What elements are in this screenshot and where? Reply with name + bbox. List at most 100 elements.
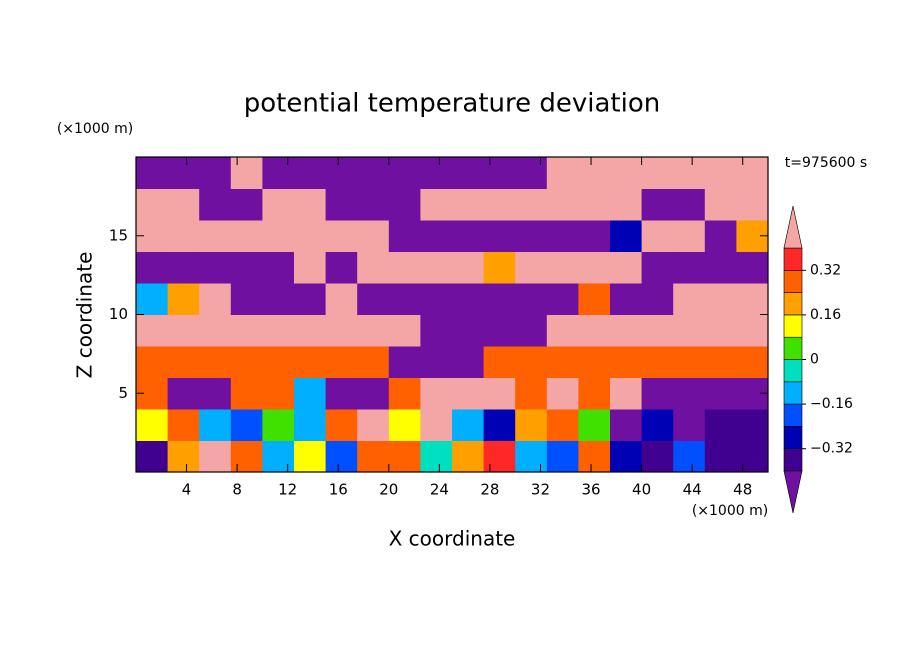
contour-cell — [483, 377, 516, 410]
contour-cell — [294, 251, 327, 284]
contour-cell — [704, 440, 737, 473]
contour-cell — [199, 220, 232, 252]
contour-cell — [673, 251, 706, 284]
contour-cell — [294, 440, 327, 473]
contour-cell — [578, 346, 611, 378]
x-unit: (×1000 m) — [692, 503, 768, 519]
contour-cell — [673, 440, 706, 473]
contour-cell — [452, 377, 485, 410]
contour-cell — [199, 188, 232, 221]
contour-cell — [578, 188, 611, 221]
contour-cell — [262, 409, 295, 441]
contour-cell — [294, 283, 327, 315]
contour-cell — [452, 409, 485, 441]
contour-cell — [578, 314, 611, 347]
contour-cell — [262, 157, 295, 189]
contour-cell — [452, 220, 485, 252]
colorbar-under — [783, 470, 803, 514]
contour-cell — [357, 440, 390, 473]
contour-cell — [136, 188, 169, 221]
contour-cell — [578, 440, 611, 473]
contour-cell — [704, 188, 737, 221]
contour-cell — [199, 409, 232, 441]
contour-cell — [578, 220, 611, 252]
contour-cell — [546, 157, 579, 189]
contour-cell — [357, 409, 390, 441]
contour-cell — [294, 346, 327, 378]
x-tick-label: 4 — [182, 481, 192, 499]
contour-cell — [325, 346, 358, 378]
contour-cell — [483, 346, 516, 378]
contour-cell — [610, 283, 643, 315]
contour-cell — [578, 283, 611, 315]
contour-cell — [136, 409, 169, 441]
contour-cell — [388, 440, 421, 473]
colorbar-over — [783, 205, 803, 249]
contour-cell — [357, 157, 390, 189]
contour-cell — [736, 157, 769, 189]
contour-cell — [136, 346, 169, 378]
contour-cell — [294, 377, 327, 410]
y-unit: (×1000 m) — [57, 121, 133, 137]
contour-cell — [483, 283, 516, 315]
contour-cell — [294, 188, 327, 221]
y-tick-label: 15 — [109, 226, 128, 244]
contour-cell — [230, 314, 263, 347]
x-tick-label: 36 — [581, 481, 600, 499]
contour-cell — [388, 314, 421, 347]
contour-cell — [610, 220, 643, 252]
contour-cell — [167, 283, 200, 315]
contour-cell — [325, 377, 358, 410]
contour-cell — [515, 188, 548, 221]
contour-cell — [736, 251, 769, 284]
contour-cell — [262, 377, 295, 410]
contour-cell — [199, 283, 232, 315]
chart-title: potential temperature deviation — [244, 89, 660, 119]
contour-cell — [736, 188, 769, 221]
contour-cell — [167, 157, 200, 189]
contour-cell — [230, 440, 263, 473]
contour-cell — [515, 157, 548, 189]
colorbar-tick-label: 0.16 — [810, 307, 841, 323]
contour-cell — [483, 314, 516, 347]
x-tick-label: 20 — [379, 481, 398, 499]
contour-cell — [704, 377, 737, 410]
contour-cell — [578, 157, 611, 189]
colorbar-band — [783, 269, 803, 293]
contour-cell — [294, 314, 327, 347]
contour-cell — [704, 283, 737, 315]
x-tick-label: 40 — [632, 481, 651, 499]
contour-cell — [420, 220, 453, 252]
contour-cell — [167, 346, 200, 378]
contour-cell — [452, 283, 485, 315]
contour-cell — [546, 188, 579, 221]
contour-cell — [610, 377, 643, 410]
contour-cell — [641, 220, 674, 252]
contour-cell — [325, 283, 358, 315]
contour-cell — [515, 346, 548, 378]
x-axis-label: X coordinate — [389, 527, 516, 551]
contour-cell — [230, 377, 263, 410]
contour-cell — [736, 346, 769, 378]
colorbar-band — [783, 403, 803, 427]
contour-cell — [673, 283, 706, 315]
contour-cell — [230, 251, 263, 284]
contour-cell — [673, 409, 706, 441]
contour-cell — [262, 220, 295, 252]
colorbar-band — [783, 381, 803, 405]
contour-cell — [357, 377, 390, 410]
contour-cell — [388, 220, 421, 252]
contour-cell — [388, 188, 421, 221]
contour-cell — [167, 188, 200, 221]
contour-cell — [610, 440, 643, 473]
contour-cell — [230, 220, 263, 252]
contour-cell — [325, 409, 358, 441]
contour-cell — [167, 314, 200, 347]
contour-cell — [736, 440, 769, 473]
contour-cell — [357, 314, 390, 347]
contour-cell — [167, 409, 200, 441]
contour-cell — [262, 251, 295, 284]
contour-cell — [420, 377, 453, 410]
